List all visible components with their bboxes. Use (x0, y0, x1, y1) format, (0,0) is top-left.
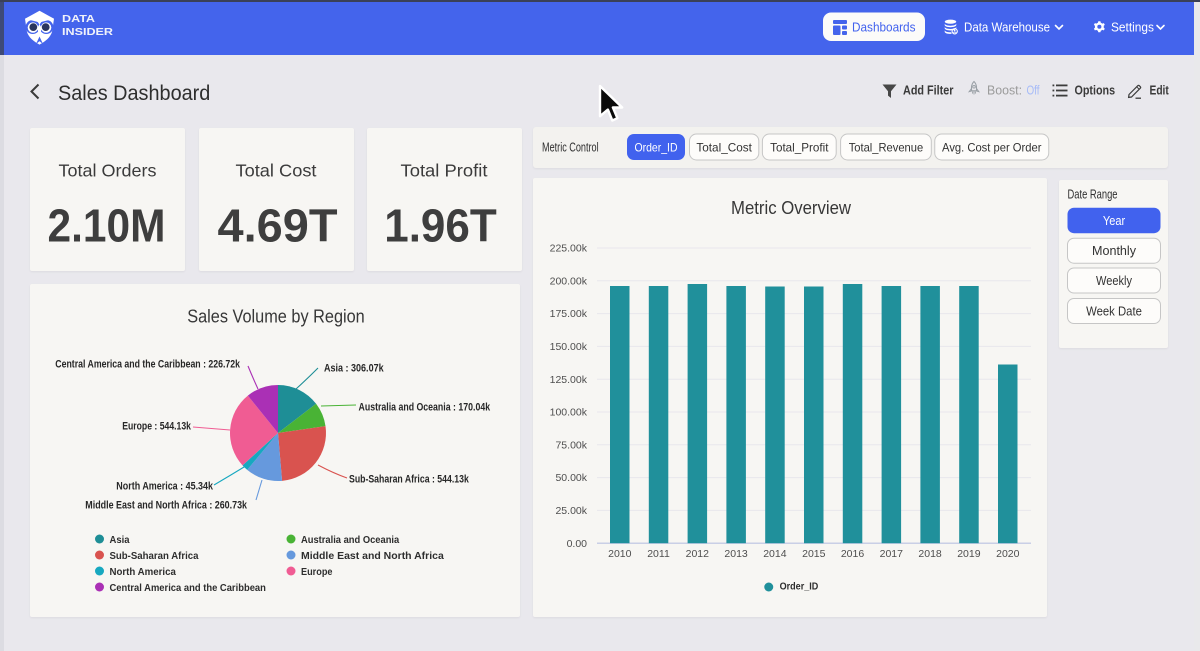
svg-text:Edit: Edit (1150, 83, 1170, 97)
svg-text:Middle East and North Africa :: Middle East and North Africa : 260.73k (85, 500, 247, 512)
svg-text:North America: North America (110, 566, 177, 578)
svg-text:Central America and the Caribb: Central America and the Caribbean (110, 582, 266, 594)
svg-text:2013: 2013 (724, 548, 748, 560)
svg-text:Total Profit: Total Profit (401, 161, 488, 181)
svg-text:2016: 2016 (841, 548, 865, 560)
svg-text:Data Warehouse: Data Warehouse (964, 21, 1050, 35)
svg-text:Add Filter: Add Filter (903, 83, 954, 97)
svg-text:Sales Volume by Region: Sales Volume by Region (187, 306, 365, 327)
svg-text:Europe: Europe (301, 566, 333, 578)
svg-text:2019: 2019 (957, 548, 981, 560)
svg-text:2012: 2012 (686, 548, 710, 560)
svg-text:2011: 2011 (647, 548, 670, 560)
svg-text:North America : 45.34k: North America : 45.34k (116, 481, 213, 493)
svg-text:125.00k: 125.00k (550, 374, 588, 386)
svg-text:Off: Off (1027, 83, 1040, 97)
svg-text:Dashboards: Dashboards (852, 21, 916, 35)
svg-text:Total Cost: Total Cost (236, 161, 317, 181)
svg-text:200.00k: 200.00k (550, 275, 588, 287)
svg-text:Total_Revenue: Total_Revenue (849, 141, 924, 155)
svg-text:100.00k: 100.00k (550, 407, 588, 419)
svg-text:Settings: Settings (1111, 21, 1154, 35)
svg-text:2010: 2010 (608, 548, 632, 560)
svg-text:2020: 2020 (996, 548, 1020, 560)
svg-text:4.69T: 4.69T (218, 200, 338, 252)
svg-text:2014: 2014 (763, 548, 787, 560)
svg-text:Total_Cost: Total_Cost (696, 141, 752, 155)
svg-text:INSIDER: INSIDER (62, 27, 114, 38)
svg-text:Sales Dashboard: Sales Dashboard (58, 81, 210, 105)
svg-text:Sub-Saharan Africa : 544.13k: Sub-Saharan Africa : 544.13k (349, 474, 469, 486)
svg-text:DATA: DATA (62, 14, 95, 25)
svg-text:1.96T: 1.96T (384, 200, 497, 252)
svg-text:225.00k: 225.00k (550, 243, 588, 255)
svg-text:Asia: Asia (110, 534, 130, 546)
svg-text:Australia and Oceania: Australia and Oceania (301, 534, 399, 546)
svg-text:Avg. Cost per Order: Avg. Cost per Order (942, 141, 1041, 155)
svg-text:Weekly: Weekly (1096, 274, 1133, 288)
svg-text:Date Range: Date Range (1068, 187, 1118, 201)
svg-text:Options: Options (1075, 83, 1116, 97)
svg-text:Europe : 544.13k: Europe : 544.13k (122, 421, 191, 433)
svg-text:2018: 2018 (918, 548, 942, 560)
svg-text:75.00k: 75.00k (555, 439, 587, 451)
svg-text:2015: 2015 (802, 548, 826, 560)
svg-text:Metric Control: Metric Control (542, 141, 599, 155)
svg-text:2017: 2017 (880, 548, 904, 560)
svg-text:0.00: 0.00 (567, 538, 588, 550)
svg-text:Middle East and North Africa: Middle East and North Africa (301, 550, 444, 562)
svg-text:Order_ID: Order_ID (635, 141, 678, 155)
svg-text:50.00k: 50.00k (555, 472, 587, 484)
svg-text:Asia : 306.07k: Asia : 306.07k (324, 363, 384, 375)
svg-text:Sub-Saharan Africa: Sub-Saharan Africa (110, 550, 199, 562)
svg-text:2.10M: 2.10M (48, 200, 166, 252)
svg-text:Monthly: Monthly (1092, 244, 1137, 258)
svg-text:Central America and the Caribb: Central America and the Caribbean : 226.… (55, 359, 240, 371)
svg-text:25.00k: 25.00k (555, 505, 587, 517)
svg-text:Metric Overview: Metric Overview (731, 197, 852, 218)
svg-text:Total_Profit: Total_Profit (770, 141, 829, 155)
svg-text:Order_ID: Order_ID (780, 580, 819, 592)
svg-text:Australia and Oceania : 170.04: Australia and Oceania : 170.04k (359, 402, 491, 414)
svg-text:Boost:: Boost: (987, 83, 1022, 97)
svg-text:Week Date: Week Date (1086, 305, 1142, 319)
svg-text:Year: Year (1103, 214, 1125, 228)
svg-text:150.00k: 150.00k (550, 341, 588, 353)
svg-text:Total Orders: Total Orders (59, 161, 157, 181)
svg-text:175.00k: 175.00k (550, 308, 588, 320)
